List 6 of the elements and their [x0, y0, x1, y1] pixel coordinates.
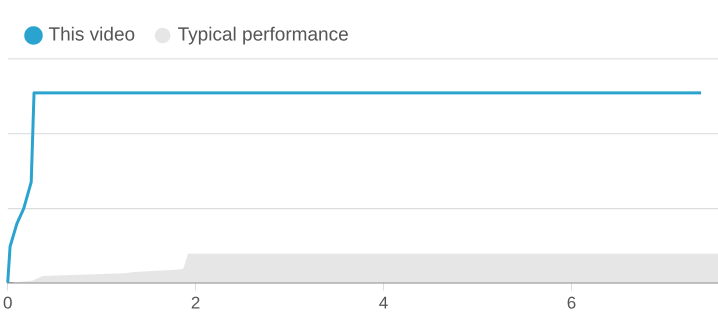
x-tick-label: 4: [378, 293, 388, 312]
legend-label: This video: [48, 24, 136, 46]
legend-label: Typical performance: [178, 24, 349, 46]
x-tick-label: 6: [566, 293, 576, 312]
x-tick-label: 2: [190, 293, 200, 312]
x-tick-label: 0: [2, 293, 12, 312]
